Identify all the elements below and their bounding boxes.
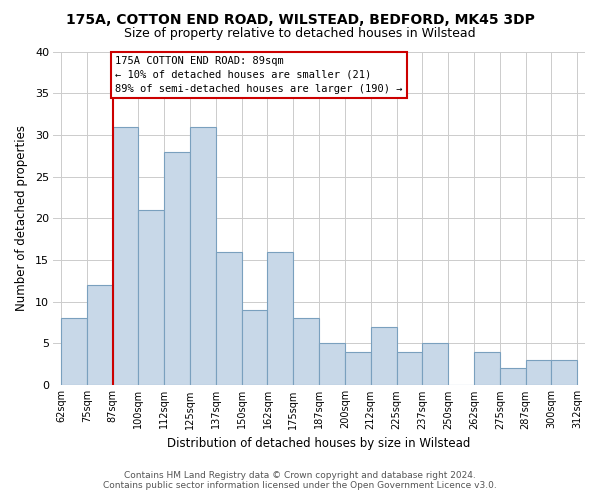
Bar xyxy=(113,126,139,385)
Bar xyxy=(319,344,345,385)
Bar xyxy=(422,344,448,385)
Text: Contains HM Land Registry data © Crown copyright and database right 2024.
Contai: Contains HM Land Registry data © Crown c… xyxy=(103,470,497,490)
Text: Size of property relative to detached houses in Wilstead: Size of property relative to detached ho… xyxy=(124,28,476,40)
Bar xyxy=(371,326,397,385)
Bar xyxy=(293,318,319,385)
Bar xyxy=(164,152,190,385)
Bar xyxy=(500,368,526,385)
Bar xyxy=(474,352,500,385)
Bar xyxy=(345,352,371,385)
Bar xyxy=(551,360,577,385)
Text: 175A, COTTON END ROAD, WILSTEAD, BEDFORD, MK45 3DP: 175A, COTTON END ROAD, WILSTEAD, BEDFORD… xyxy=(65,12,535,26)
Bar xyxy=(397,352,422,385)
Bar xyxy=(190,126,216,385)
Bar xyxy=(242,310,268,385)
Bar xyxy=(87,285,113,385)
Bar xyxy=(139,210,164,385)
Bar xyxy=(216,252,242,385)
Bar xyxy=(526,360,551,385)
Bar xyxy=(268,252,293,385)
Bar xyxy=(61,318,87,385)
Text: 175A COTTON END ROAD: 89sqm
← 10% of detached houses are smaller (21)
89% of sem: 175A COTTON END ROAD: 89sqm ← 10% of det… xyxy=(115,56,403,94)
Y-axis label: Number of detached properties: Number of detached properties xyxy=(15,125,28,311)
X-axis label: Distribution of detached houses by size in Wilstead: Distribution of detached houses by size … xyxy=(167,437,471,450)
